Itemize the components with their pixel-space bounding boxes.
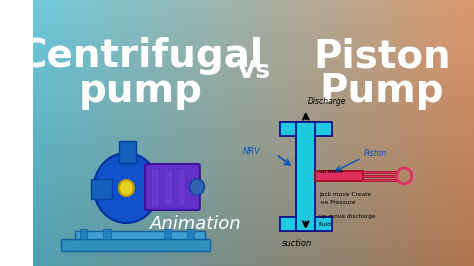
Circle shape	[119, 180, 134, 196]
Text: up move discharge: up move discharge	[319, 214, 375, 219]
Bar	[296, 122, 315, 231]
Text: Piston: Piston	[313, 37, 451, 75]
Bar	[362, 171, 397, 173]
FancyBboxPatch shape	[145, 164, 200, 210]
Bar	[280, 217, 332, 231]
Text: Discharge: Discharge	[308, 97, 346, 106]
Text: Piston: Piston	[364, 149, 387, 159]
Text: Centrifugal: Centrifugal	[18, 37, 263, 75]
Text: Jack move Create: Jack move Create	[319, 192, 371, 197]
Bar	[103, 229, 110, 239]
Bar	[362, 179, 397, 181]
Bar	[75, 231, 205, 239]
Bar	[152, 168, 159, 206]
Bar	[177, 168, 185, 206]
Bar	[315, 171, 364, 181]
Bar	[164, 229, 171, 239]
Text: suction: suction	[282, 239, 312, 248]
Bar	[362, 175, 397, 177]
Bar	[91, 179, 111, 199]
Bar	[119, 141, 136, 163]
Bar	[80, 229, 87, 239]
Bar	[187, 229, 194, 239]
Circle shape	[94, 153, 159, 223]
Text: Animation: Animation	[150, 215, 242, 233]
Text: Pump: Pump	[319, 72, 444, 110]
Text: NRV: NRV	[243, 148, 261, 156]
Bar	[280, 122, 332, 136]
Bar	[61, 239, 210, 251]
Text: pump: pump	[78, 72, 202, 110]
Bar	[164, 168, 172, 206]
Circle shape	[190, 179, 204, 195]
Text: fluid: fluid	[319, 222, 332, 227]
Text: -ve Pressure: -ve Pressure	[319, 200, 356, 205]
Text: Vs: Vs	[237, 59, 271, 83]
Text: up move: up move	[319, 168, 343, 173]
